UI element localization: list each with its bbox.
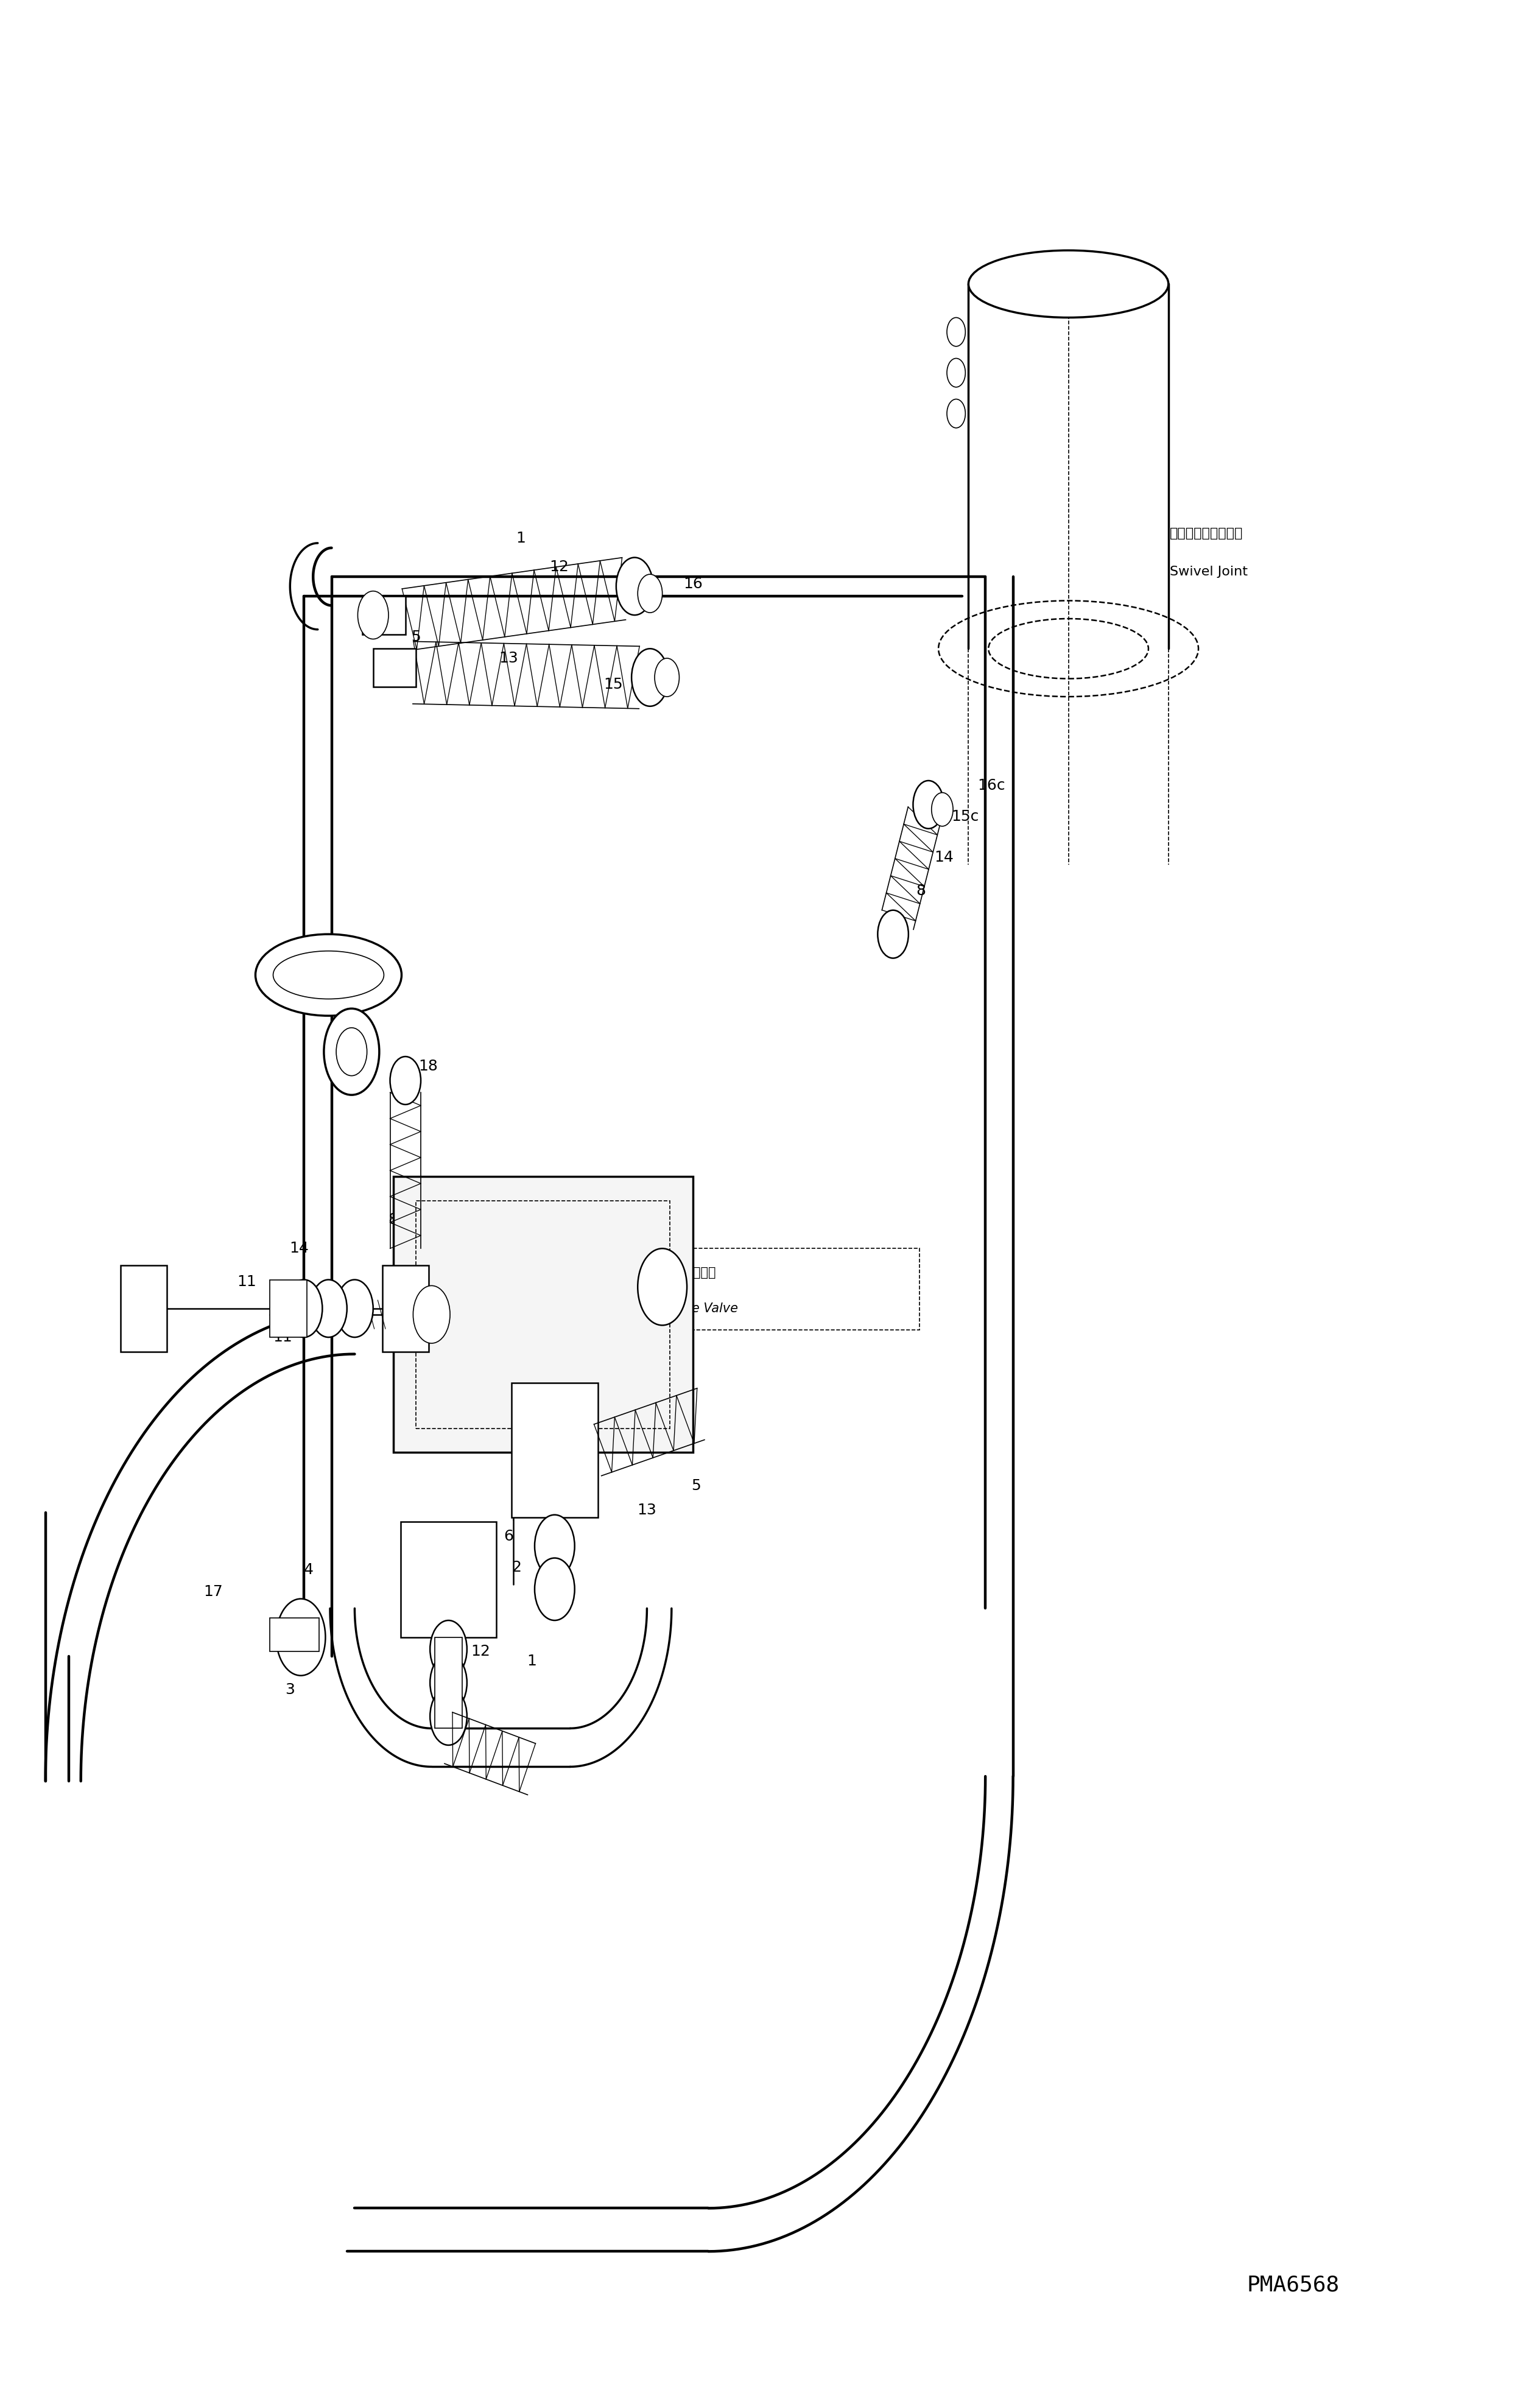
Text: 14: 14 [935,850,953,864]
Circle shape [947,399,966,427]
Bar [120,1265,166,1352]
Circle shape [654,658,679,696]
Text: 2: 2 [511,1561,521,1575]
Text: Brake Valve: Brake Valve [662,1301,738,1316]
Text: スイベルジョイント: スイベルジョイント [1170,528,1243,540]
Circle shape [430,1654,467,1712]
Text: Swivel Joint: Swivel Joint [1170,567,1247,579]
Text: 17: 17 [203,1585,223,1599]
Circle shape [323,1008,379,1095]
Circle shape [310,1280,346,1337]
Circle shape [878,910,909,958]
Bar [416,1200,670,1429]
Text: 12: 12 [550,559,568,574]
Text: 15c: 15c [952,809,979,824]
Text: 16: 16 [656,665,675,679]
Text: 9: 9 [465,1297,474,1311]
Text: 13: 13 [499,651,517,665]
Text: 4: 4 [303,1563,313,1577]
Circle shape [947,358,966,387]
Text: 7: 7 [542,1474,551,1489]
Bar [393,1176,693,1453]
Text: 15: 15 [604,677,622,691]
Text: 6: 6 [504,1529,513,1544]
Circle shape [534,1515,574,1577]
Circle shape [336,1028,367,1076]
Bar [511,1383,598,1517]
Text: 5: 5 [691,1479,701,1493]
Ellipse shape [969,250,1169,317]
Bar [373,648,416,687]
Circle shape [413,1285,450,1342]
Text: 1: 1 [527,1654,536,1669]
Text: 11: 11 [273,1330,293,1345]
Text: 12: 12 [471,1645,491,1659]
Text: 13: 13 [638,1503,656,1517]
Bar [382,1265,428,1352]
Text: 1: 1 [516,531,525,545]
Circle shape [534,1558,574,1621]
Text: 8: 8 [916,884,926,898]
Text: ブレーキバルブ: ブレーキバルブ [662,1265,716,1280]
Circle shape [638,1249,687,1325]
Text: 3: 3 [285,1683,294,1698]
Text: 8: 8 [388,1213,397,1227]
Circle shape [357,591,388,639]
Bar [362,595,405,634]
Text: 15: 15 [638,593,656,607]
Text: 19: 19 [333,1008,353,1023]
Circle shape [430,1621,467,1678]
Text: PMA6568: PMA6568 [1247,2274,1340,2295]
Text: 5: 5 [411,629,420,643]
Circle shape [336,1280,373,1337]
Text: 18: 18 [419,1059,439,1073]
Bar [653,1249,919,1330]
Ellipse shape [256,934,402,1016]
Text: 16c: 16c [978,778,1006,792]
Circle shape [616,557,653,615]
Bar [400,1522,496,1637]
Bar [270,1280,306,1337]
Text: 11: 11 [237,1275,257,1289]
Text: 10: 10 [145,1294,165,1309]
Circle shape [947,317,966,346]
Text: 4: 4 [296,1618,305,1633]
Circle shape [638,574,662,612]
Text: 14: 14 [290,1241,310,1256]
Circle shape [390,1056,420,1104]
Circle shape [430,1688,467,1746]
Circle shape [932,792,953,826]
Circle shape [913,780,944,828]
Bar [434,1637,462,1729]
Text: 16: 16 [684,576,702,591]
Circle shape [285,1280,322,1337]
Bar [270,1618,319,1652]
Circle shape [276,1599,325,1676]
Circle shape [631,648,668,706]
